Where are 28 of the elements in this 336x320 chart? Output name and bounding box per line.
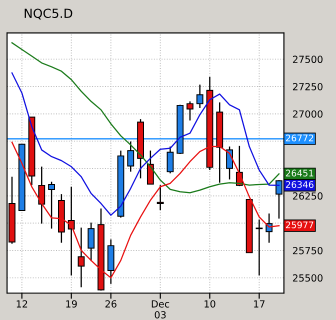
candlestick: [88, 222, 95, 262]
candlestick: [48, 181, 56, 230]
data-label: 26346: [286, 181, 314, 188]
x-tick-label: 10: [204, 300, 216, 308]
y-tick-label: 27000: [292, 110, 323, 118]
y-tick-label: 25500: [292, 274, 323, 282]
candlestick: [226, 146, 233, 180]
candlestick: [127, 140, 134, 172]
x-tick-label: 26: [105, 300, 116, 308]
line-series: [11, 42, 280, 194]
y-tick-label: 27250: [292, 83, 323, 90]
candlestick: [146, 150, 154, 185]
y-tick-label: 26250: [292, 192, 323, 200]
candlestick: [196, 84, 204, 109]
x-tick-label: Dec 03: [152, 300, 170, 318]
x-tick-label: 19: [66, 300, 77, 308]
candlestick: [38, 166, 46, 224]
y-tick-label: 27500: [292, 56, 323, 64]
chart-title: NQC5.D: [24, 8, 72, 20]
x-tick-label: 17: [254, 300, 265, 308]
y-tick-label: 25750: [292, 246, 323, 254]
candlestick: [166, 146, 174, 174]
candlestick: [156, 184, 164, 211]
candlestick: [186, 100, 194, 122]
x-tick-label: 12: [16, 300, 28, 308]
data-label: 26451: [286, 170, 314, 176]
ref-line-label: 26772: [286, 134, 314, 142]
data-label: 25977: [286, 221, 314, 228]
